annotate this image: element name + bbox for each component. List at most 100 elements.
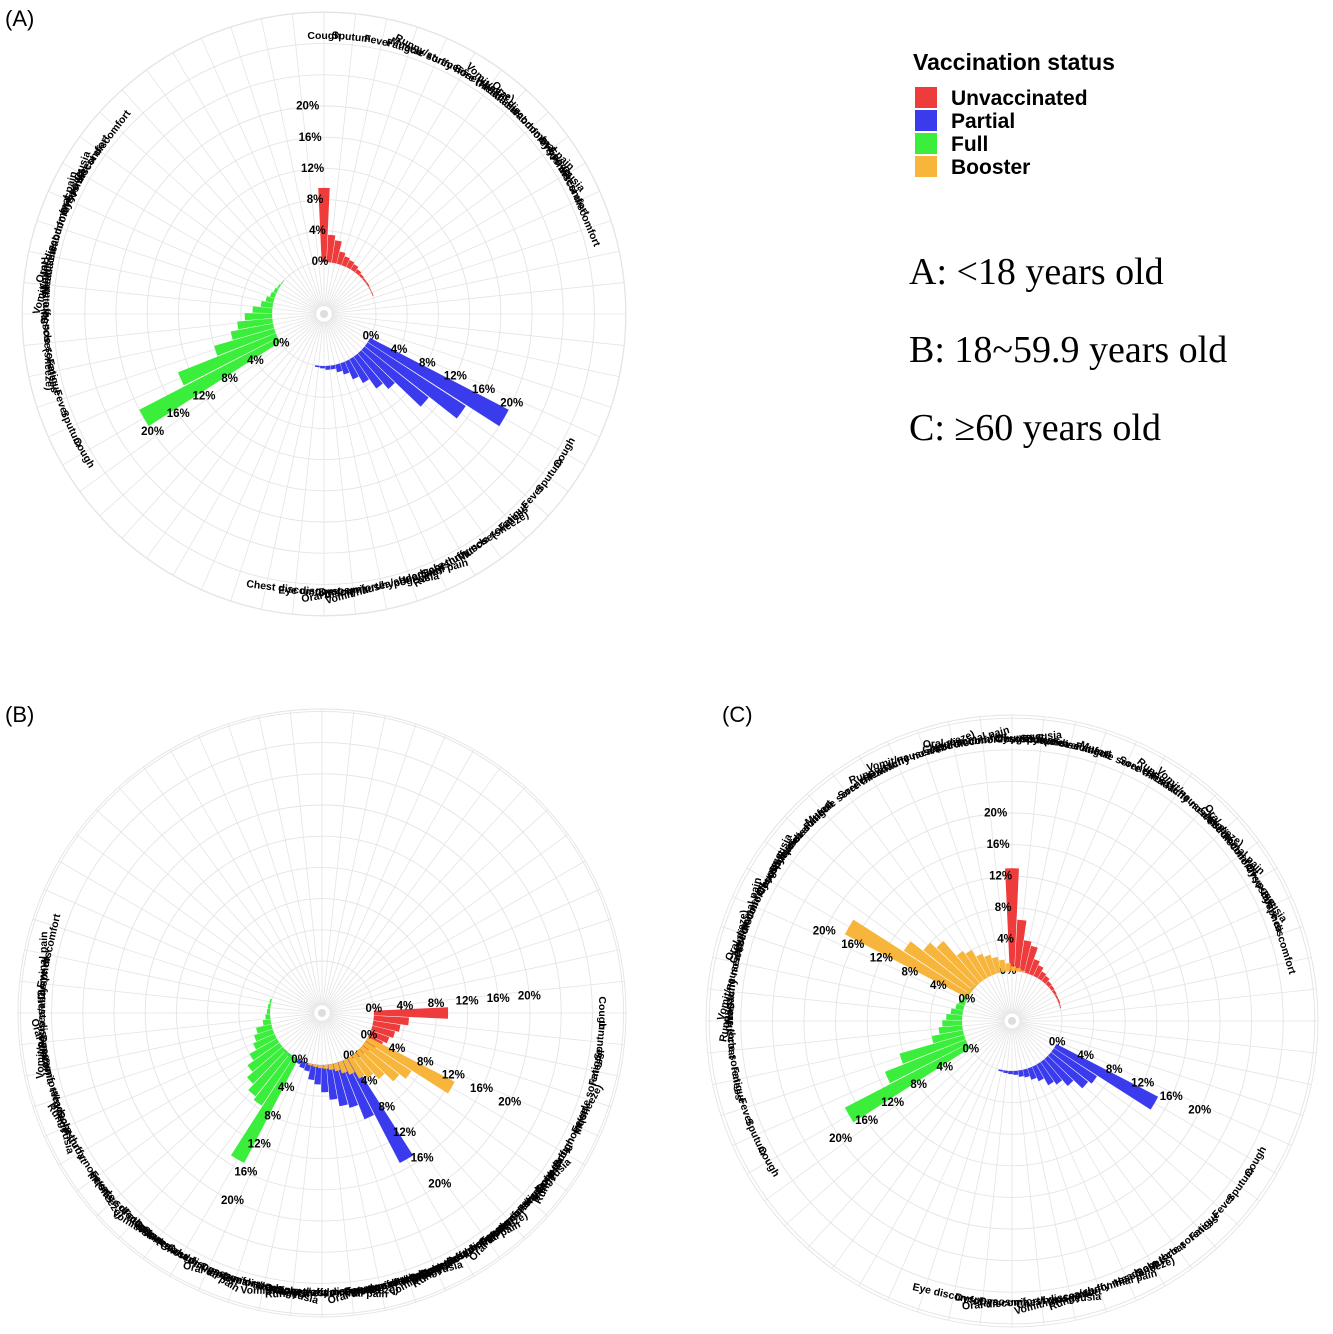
tick-label: 8%: [419, 357, 436, 369]
bar-0-13: [1059, 1003, 1062, 1009]
bar-1-9: [1018, 1069, 1024, 1077]
category-label: Chest discomfort: [72, 107, 134, 183]
grid-spoke: [324, 735, 447, 1007]
grid-spoke: [328, 860, 586, 1010]
grid-spoke: [1019, 1021, 1317, 1054]
category-label: Sputum: [592, 1020, 608, 1060]
tick-label: 0%: [959, 994, 976, 1006]
bar-0-0: [318, 187, 330, 263]
tick-label: 20%: [296, 101, 319, 113]
bar-1-0: [345, 1056, 414, 1164]
grid-spoke: [328, 833, 569, 1009]
bar-2-3: [230, 323, 274, 340]
bar-3-10: [323, 1064, 329, 1069]
bar-1-6: [344, 359, 359, 380]
grid-ring: [51, 742, 593, 1284]
bar-1-3: [1044, 1055, 1074, 1086]
tick-label: 0%: [273, 337, 290, 349]
category-label: Fever: [1052, 736, 1082, 753]
bar-1-8: [1022, 1068, 1030, 1078]
grid-spoke: [172, 320, 321, 576]
bar-3-8: [991, 956, 1002, 974]
grid-spoke: [227, 723, 320, 1006]
grid-spoke: [328, 89, 527, 309]
bar-2-1: [177, 333, 278, 386]
grid-spoke: [330, 162, 586, 311]
tick-label: 16%: [987, 839, 1010, 851]
tick-label: 16%: [1160, 1091, 1183, 1103]
bar-0-1: [1014, 919, 1027, 972]
grid-spoke: [331, 316, 612, 408]
category-label: Runny/stuffy nose(sneeze): [265, 1284, 399, 1301]
tick-label: 16%: [487, 993, 510, 1005]
bar-3-7: [984, 954, 997, 976]
age-note-a: A: <18 years old: [909, 251, 1164, 293]
grid-spoke: [326, 766, 502, 1007]
grid-spoke: [28, 250, 317, 313]
tick-label: 4%: [247, 355, 264, 367]
tick-label: 4%: [309, 225, 326, 237]
bar-2-11: [266, 1008, 271, 1014]
bar-0-7: [1041, 975, 1050, 984]
bar-3-12: [1016, 968, 1022, 972]
tick-label: 16%: [234, 1167, 257, 1179]
grid-spoke: [258, 715, 321, 1006]
bar-2-2: [214, 328, 276, 356]
legend-swatch-2: [915, 133, 937, 154]
bar-2-4: [247, 1042, 283, 1072]
tick-label: 20%: [498, 1097, 521, 1109]
tick-labels-2: 0%4%8%12%16%20%: [221, 1054, 308, 1207]
tick-label: 4%: [397, 1001, 414, 1013]
grid-spoke: [917, 1028, 1011, 1313]
center-hub: [320, 310, 328, 318]
bar-0-2: [372, 1020, 401, 1032]
bar-1-5: [1036, 1062, 1054, 1086]
grid-spoke: [36, 220, 317, 312]
bar-0-4: [369, 1030, 390, 1044]
bar-3-13: [307, 1063, 313, 1066]
tick-label: 0%: [363, 330, 380, 342]
tick-label: 20%: [500, 398, 523, 410]
bar-1-4: [1040, 1059, 1063, 1085]
tick-labels-2: 0%4%8%12%16%20%: [829, 1043, 979, 1144]
bar-2-10: [265, 1014, 271, 1020]
category-label: Sore throat: [39, 268, 55, 325]
category-label: Dyspnea: [36, 955, 53, 1000]
grid-spoke: [1012, 1028, 1045, 1326]
category-label: Chest discomfort: [246, 578, 334, 601]
grid-ring: [177, 167, 471, 461]
grid-spoke: [330, 136, 569, 310]
grid-spoke: [1019, 1022, 1304, 1116]
bar-1-5: [349, 356, 370, 384]
bar-1-2: [1048, 1052, 1089, 1089]
bar-2-6: [946, 1013, 963, 1021]
grid-spoke: [331, 250, 620, 313]
grid-spoke: [330, 190, 601, 312]
bar-0-0: [373, 1007, 449, 1019]
tick-label: 12%: [870, 953, 893, 965]
tick-label: 4%: [1077, 1050, 1094, 1062]
grid-spoke: [19, 1013, 315, 1046]
bar-2-6: [252, 306, 273, 314]
bar-1-7: [1027, 1066, 1037, 1080]
tick-label: 20%: [141, 426, 164, 438]
tick-label: 4%: [361, 1076, 378, 1088]
bar-0-9: [1049, 985, 1055, 991]
tick-label: 20%: [984, 808, 1007, 820]
panel-letter: (C): [722, 702, 753, 727]
tick-label: 8%: [264, 1110, 281, 1122]
bar-2-8: [256, 1024, 273, 1034]
grid-spoke: [146, 69, 320, 308]
panel-letter: (B): [5, 702, 34, 727]
grid-ring: [17, 708, 627, 1318]
grid-ring: [113, 804, 531, 1222]
grid-spoke: [329, 980, 625, 1013]
tick-labels-3: 0% 4% 8% 12% 16% 20%: [813, 925, 975, 1005]
tick-labels-0: 0% 4% 8% 12% 16% 20%: [296, 101, 328, 269]
bar-2-7: [950, 1008, 964, 1016]
bar-3-13: [1020, 970, 1026, 973]
bar-0-10: [365, 282, 370, 287]
bar-2-2: [899, 1034, 966, 1064]
